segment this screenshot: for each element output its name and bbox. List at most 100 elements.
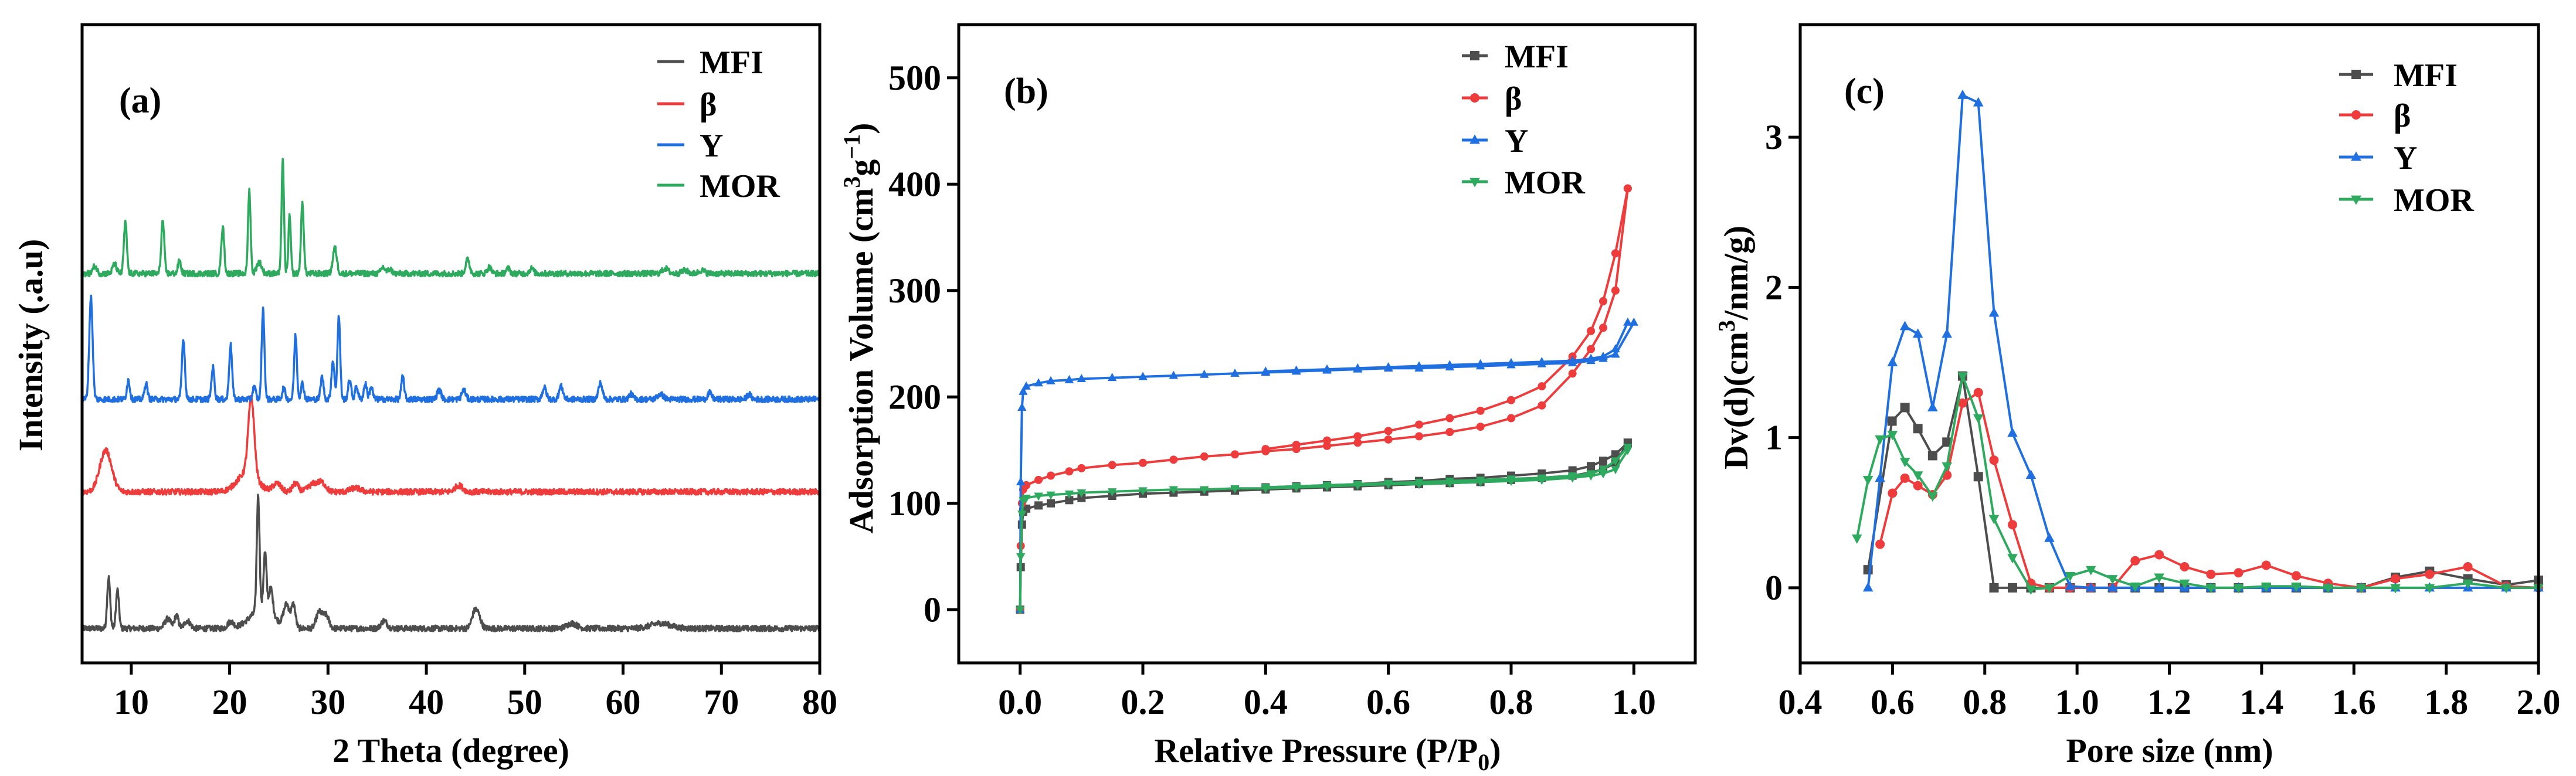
data-point-triangle-down <box>1169 486 1179 495</box>
data-point-triangle-down <box>2501 584 2511 594</box>
data-point-triangle-down <box>1138 487 1148 496</box>
data-point-triangle-up <box>2154 582 2164 592</box>
data-point-triangle-down <box>1957 372 1968 382</box>
data-point-circle <box>1065 467 1074 476</box>
data-point-triangle-up <box>1322 364 1332 373</box>
data-point-triangle-down <box>1851 534 1862 544</box>
data-point-triangle-up <box>1021 381 1031 390</box>
data-point-square <box>1913 424 1923 434</box>
data-point-triangle-up <box>2107 582 2118 592</box>
data-point-triangle-up <box>1019 386 1028 395</box>
data-point-triangle-up <box>2025 469 2037 479</box>
data-point-circle <box>1599 297 1607 305</box>
xrd-pattern-Y <box>81 294 821 403</box>
data-point-circle <box>1599 324 1607 332</box>
data-point-circle <box>1913 481 1923 491</box>
data-point-circle <box>1476 406 1485 415</box>
data-point-triangle-up <box>1899 321 1910 331</box>
data-point-triangle-down <box>1611 466 1620 475</box>
legend-label: MFI <box>700 45 763 81</box>
data-point-triangle-down <box>1506 475 1516 484</box>
legend-label: MFI <box>1505 39 1569 75</box>
data-point-triangle-up <box>1862 582 1874 592</box>
data-point-triangle-down <box>1353 481 1363 489</box>
x-tick-label: 0.6 <box>1871 683 1915 721</box>
data-point-circle <box>1353 432 1362 441</box>
plot-frame <box>80 23 822 665</box>
data-point-triangle-down <box>2233 584 2244 594</box>
data-point-circle <box>1507 414 1515 423</box>
data-point-circle <box>1973 387 1983 397</box>
y-tick-label: 400 <box>888 165 941 203</box>
data-point-circle <box>2154 550 2164 560</box>
data-point-square <box>1900 403 1910 413</box>
data-point-triangle-up <box>1261 366 1271 375</box>
data-point-triangle-up <box>1506 358 1516 366</box>
isotherm-beta <box>1016 184 1632 614</box>
plot-frame <box>957 23 1697 665</box>
data-point-circle <box>1384 435 1393 444</box>
data-point-triangle-down <box>1414 478 1424 487</box>
x-tick-label: 0.2 <box>1121 683 1165 721</box>
data-point-triangle-up <box>2007 427 2018 437</box>
data-point-circle <box>1470 93 1479 103</box>
x-tick-label: 80 <box>802 683 837 721</box>
data-point-triangle-down <box>1383 479 1393 488</box>
data-point-triangle-up <box>1537 356 1547 365</box>
data-point-circle <box>1507 396 1515 404</box>
xrd-pattern-MOR <box>81 158 821 278</box>
data-point-triangle-up <box>1169 370 1179 379</box>
data-point-circle <box>1108 461 1116 469</box>
data-point-triangle-down <box>1623 443 1633 452</box>
data-point-circle <box>1445 414 1454 423</box>
data-point-circle <box>2234 568 2244 578</box>
x-tick-label: 60 <box>606 683 641 721</box>
data-point-triangle-up <box>1988 307 2000 317</box>
data-point-circle <box>1476 423 1485 431</box>
data-point-circle <box>1888 488 1898 498</box>
panel-label: (b) <box>1004 72 1048 111</box>
data-point-circle <box>2261 560 2271 570</box>
data-point-triangle-up <box>1957 89 1968 99</box>
x-tick-label: 20 <box>212 683 247 721</box>
data-point-circle <box>1568 369 1577 378</box>
x-tick-label: 1.4 <box>2239 683 2283 721</box>
y-tick-label: 1 <box>1765 418 1783 457</box>
x-tick-label: 0.0 <box>998 683 1042 721</box>
data-point-triangle-down <box>2205 584 2217 594</box>
data-point-circle <box>1875 539 1885 549</box>
x-tick-label: 70 <box>704 683 739 721</box>
x-tick-label: 0.4 <box>1244 683 1288 721</box>
y-tick-label: 100 <box>888 484 941 523</box>
data-point-circle <box>2291 571 2301 581</box>
data-point-triangle-up <box>1414 361 1424 370</box>
data-point-circle <box>1292 440 1301 449</box>
data-point-circle <box>2206 569 2216 579</box>
x-tick-label: 1.0 <box>2055 683 2099 721</box>
xrd-pattern-beta <box>81 394 821 496</box>
data-point-triangle-down <box>2065 571 2076 581</box>
data-point-triangle-down <box>1469 178 1480 188</box>
data-point-triangle-up <box>1623 317 1633 326</box>
data-point-triangle-up <box>1064 375 1074 383</box>
data-point-triangle-up <box>1875 472 1885 482</box>
data-point-square <box>1973 472 1983 482</box>
data-point-triangle-down <box>2025 586 2037 595</box>
data-point-triangle-down <box>1988 515 2000 525</box>
legend-item: β <box>2339 98 2411 134</box>
data-point-triangle-down <box>1322 482 1332 491</box>
data-point-triangle-up <box>2085 582 2096 592</box>
data-point-circle <box>2180 562 2190 572</box>
data-point-triangle-up <box>1230 368 1240 377</box>
legend-item: MFI <box>1462 39 1569 75</box>
data-point-circle <box>1323 436 1331 445</box>
data-point-triangle-down <box>1942 462 1953 472</box>
data-point-circle <box>1034 475 1043 484</box>
y-tick-label: 3 <box>1765 118 1783 156</box>
data-point-circle <box>1538 382 1546 391</box>
x-tick-label: 40 <box>409 683 444 721</box>
x-tick-label: 1.6 <box>2332 683 2376 721</box>
data-point-circle <box>2351 110 2361 120</box>
data-point-square <box>1887 416 1897 426</box>
